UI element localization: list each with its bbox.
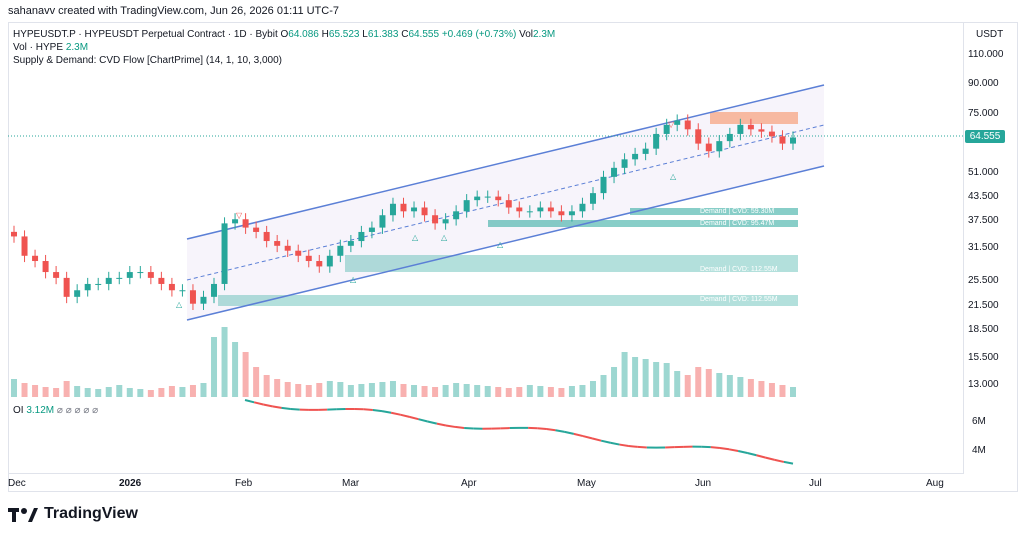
price-tick: 75.000 [968, 108, 999, 119]
price-axis[interactable] [963, 22, 1019, 474]
oi-settings-icons[interactable]: ⌀ ⌀ ⌀ ⌀ ⌀ [56, 405, 99, 416]
open-label: O [280, 29, 289, 40]
price-tick: 90.000 [968, 78, 999, 89]
time-tick: May [577, 478, 596, 489]
time-tick: Jun [695, 478, 712, 489]
indicator-legend[interactable]: Supply & Demand: CVD Flow [ChartPrime] (… [13, 55, 283, 66]
low-value: 61.383 [367, 29, 399, 40]
tradingview-wordmark: TradingView [44, 505, 138, 522]
volume-legend[interactable]: Vol · HYPE 2.3M [13, 42, 88, 53]
oi-tick-4m: 4M [972, 445, 986, 456]
time-tick: 2026 [119, 478, 142, 489]
current-price-badge: 64.555 [965, 130, 1005, 143]
tradingview-logo-icon [8, 508, 38, 522]
time-axis[interactable] [8, 473, 963, 493]
price-tick: 21.500 [968, 300, 999, 311]
close-value: 64.555 [408, 29, 440, 40]
price-tick: 18.500 [968, 324, 999, 335]
time-tick: Jul [809, 478, 822, 489]
time-tick: Mar [342, 478, 360, 489]
currency-label[interactable]: USDT [976, 29, 1004, 40]
price-tick: 13.000 [968, 379, 999, 390]
price-tick: 31.500 [968, 242, 999, 253]
vol-value: 2.3M [533, 29, 556, 40]
oi-value: 3.12M [26, 405, 55, 416]
time-tick: Apr [461, 478, 477, 489]
time-tick: Dec [8, 478, 26, 489]
high-value: 65.523 [328, 29, 360, 40]
symbol-legend[interactable]: HYPEUSDT.P · HYPEUSDT Perpetual Contract… [13, 29, 555, 40]
volume-legend-value: 2.3M [65, 42, 89, 53]
chart-frame [8, 22, 1018, 492]
vol-label: Vol [519, 29, 533, 40]
price-tick: 15.500 [968, 352, 999, 363]
price-tick: 43.500 [968, 191, 999, 202]
chart-credit: sahanavv created with TradingView.com, J… [8, 5, 340, 17]
symbol-title[interactable]: HYPEUSDT.P · HYPEUSDT Perpetual Contract… [13, 29, 278, 40]
price-tick: 37.500 [968, 215, 999, 226]
price-tick: 25.500 [968, 275, 999, 286]
time-tick: Aug [926, 478, 944, 489]
price-tick: 110.000 [968, 49, 1004, 60]
change-value: +0.469 (+0.73%) [441, 29, 517, 40]
oi-legend[interactable]: OI 3.12M ⌀ ⌀ ⌀ ⌀ ⌀ [13, 405, 98, 416]
low-label: L [362, 29, 368, 40]
open-value: 64.086 [288, 29, 319, 40]
tradingview-logo[interactable]: TradingView [8, 505, 138, 523]
oi-label: OI [13, 405, 24, 416]
volume-legend-label[interactable]: Vol · HYPE [13, 42, 64, 53]
price-tick: 51.000 [968, 167, 999, 178]
time-tick: Feb [235, 478, 253, 489]
high-label: H [321, 29, 329, 40]
close-label: C [401, 29, 409, 40]
oi-tick-6m: 6M [972, 416, 986, 427]
